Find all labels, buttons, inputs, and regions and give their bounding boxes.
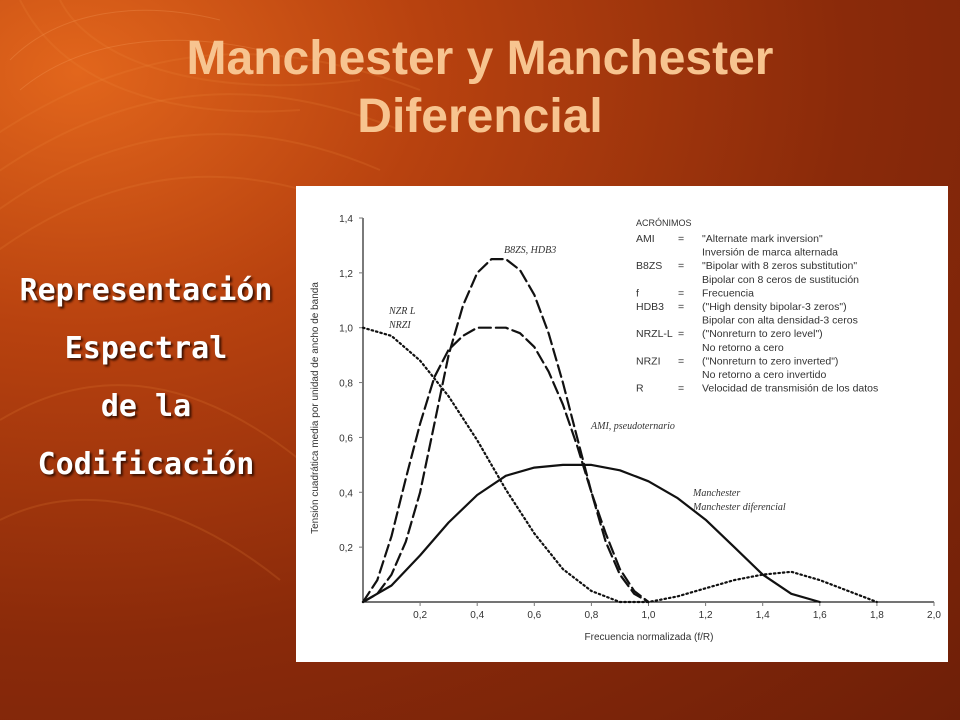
legend-equals: = (678, 355, 684, 367)
y-tick-label: 0,8 (339, 379, 353, 390)
legend-definition: No retorno a cero invertido (702, 369, 826, 381)
subtitle-line-4: Codificación (37, 447, 255, 482)
legend-definition: Bipolar con 8 ceros de sustitución (702, 274, 859, 286)
legend-definition: Bipolar con alta densidad-3 ceros (702, 315, 858, 327)
label-manchester-diferencial: Manchester diferencial (692, 502, 786, 513)
x-tick-label: 1,4 (756, 610, 770, 621)
x-tick-label: 1,0 (642, 610, 656, 621)
label-nrz-line2: NRZI (388, 320, 411, 331)
y-tick-label: 0,4 (339, 488, 353, 499)
legend-definition: ("Nonreturn to zero inverted") (702, 355, 838, 367)
legend-acronym: HDB3 (636, 301, 664, 313)
x-tick-label: 1,2 (699, 610, 713, 621)
slide-title: Manchester y Manchester Diferencial (0, 30, 960, 146)
y-tick-label: 0,2 (339, 543, 353, 554)
legend-equals: = (678, 287, 684, 299)
x-tick-label: 1,8 (870, 610, 884, 621)
chart-curves (361, 258, 878, 604)
legend-definition: ("High density bipolar-3 zeros") (702, 301, 847, 313)
slide-subtitle: Representación Espectral de la Codificac… (6, 262, 286, 494)
legend-definition: No retorno a cero (702, 342, 784, 354)
series-line-4 (361, 463, 821, 604)
legend-acronym: f (636, 287, 639, 299)
label-ami: AMI, pseudoternario (590, 421, 675, 432)
x-tick-label: 1,6 (813, 610, 827, 621)
legend-acronym: NRZL-L (636, 328, 673, 340)
legend-acronym: NRZI (636, 355, 661, 367)
spectral-chart: 0,2 0,4 0,6 0,8 1,0 1,2 1,4 1,6 1,8 2,0 0,2 0,4 0,6 0… (310, 214, 941, 643)
legend-equals: = (678, 260, 684, 272)
series-line-1 (361, 326, 878, 604)
chart-legend: AMI = "Alternate mark inversion" Inversión … (636, 233, 878, 395)
x-tick-label: 2,0 (927, 610, 941, 621)
x-tick-label: 0,6 (527, 610, 541, 621)
subtitle-line-1: Representación (19, 273, 273, 308)
legend-definition: "Alternate mark inversion" (702, 233, 823, 245)
legend-acronym: AMI (636, 233, 655, 245)
subtitle-line-2: Espectral (64, 331, 228, 366)
slide-title-line1: Manchester y Manchester (186, 32, 774, 85)
legend-equals: = (678, 233, 684, 245)
legend-acronym: R (636, 383, 644, 395)
x-axis-title: Frecuencia normalizada (f/R) (585, 632, 714, 643)
chart-panel: 0,2 0,4 0,6 0,8 1,0 1,2 1,4 1,6 1,8 2,0 0,2 0,4 0,6 0… (296, 186, 948, 662)
legend-definition: Inversión de marca alternada (702, 247, 838, 259)
legend-equals: = (678, 328, 684, 340)
y-axis-title: Tensión cuadrática media por unidad de a… (310, 282, 321, 534)
label-nrz-line1: NZR L (388, 306, 416, 317)
y-tick-label: 1,0 (339, 324, 353, 335)
legend-definition: Frecuencia (702, 287, 754, 299)
legend-definition: "Bipolar with 8 zeros substitution" (702, 260, 857, 272)
legend-acronym: B8ZS (636, 260, 662, 272)
legend-title: ACRÓNIMOS (636, 218, 692, 228)
y-tick-label: 1,2 (339, 269, 353, 280)
legend-equals: = (678, 383, 684, 395)
legend-definition: Velocidad de transmisión de los datos (702, 383, 878, 395)
subtitle-line-3: de la (100, 389, 192, 424)
y-tick-label: 0,6 (339, 433, 353, 444)
series-line-2 (361, 258, 650, 604)
legend-definition: ("Nonreturn to zero level") (702, 328, 823, 340)
x-tick-label: 0,8 (584, 610, 598, 621)
slide-title-line2: Diferencial (357, 90, 603, 143)
label-b8zs-hdb3: B8ZS, HDB3 (504, 245, 556, 256)
label-manchester: Manchester (692, 488, 740, 499)
series-line-3 (361, 326, 650, 604)
x-tick-label: 0,4 (470, 610, 484, 621)
y-tick-label: 1,4 (339, 214, 353, 225)
x-tick-label: 0,2 (413, 610, 427, 621)
legend-equals: = (678, 301, 684, 313)
